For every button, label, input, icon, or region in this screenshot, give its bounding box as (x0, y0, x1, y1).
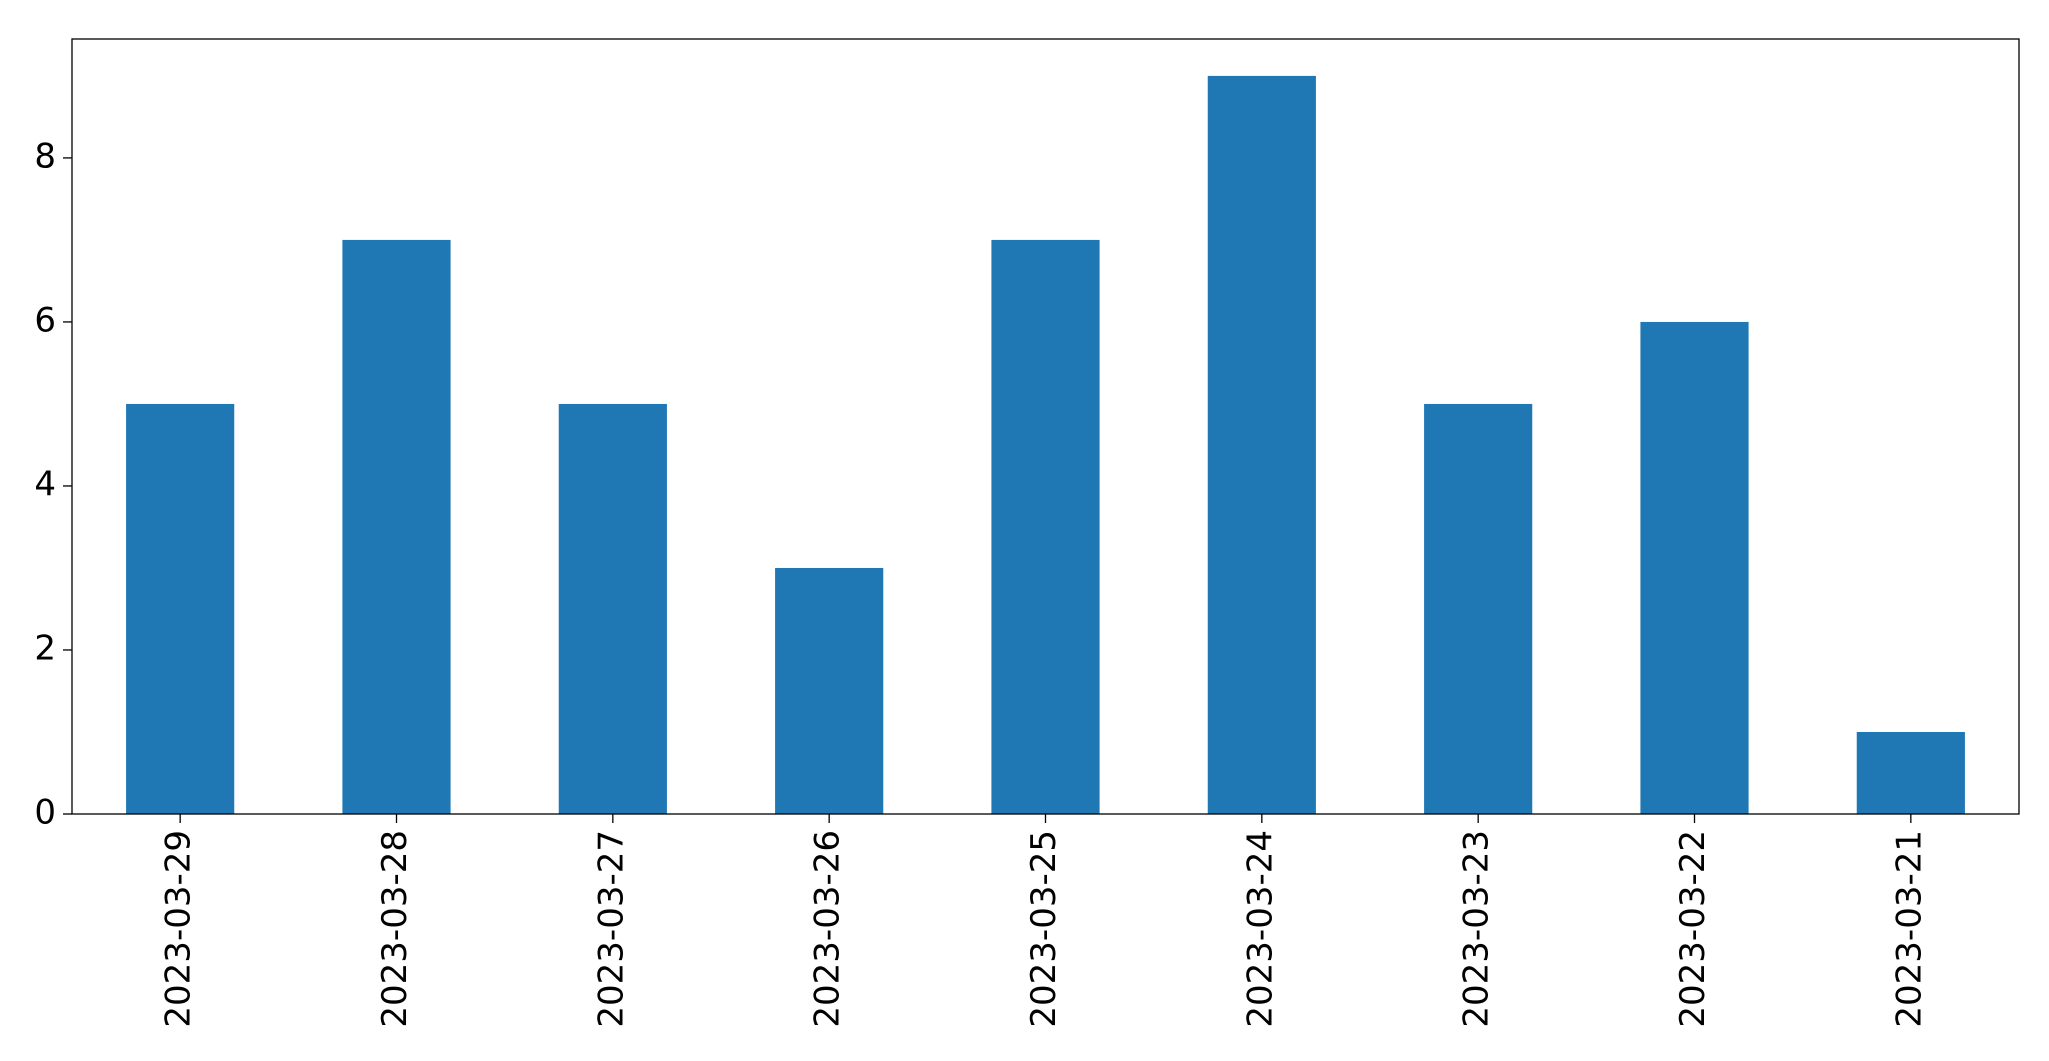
x-tick-label: 2023-03-21 (1889, 830, 1929, 1028)
bar (1640, 321, 1749, 814)
x-tick-label: 2023-03-23 (1457, 830, 1497, 1028)
bar (1856, 731, 1965, 814)
bar (126, 403, 235, 814)
y-tick-label: 2 (34, 628, 56, 668)
plot-frame (71, 38, 2020, 815)
x-tick-label: 2023-03-27 (591, 830, 631, 1028)
bar (775, 567, 884, 814)
x-tick-label: 2023-03-29 (159, 830, 199, 1028)
bar (991, 239, 1100, 815)
y-tick-label: 4 (34, 464, 56, 504)
bar (1424, 403, 1533, 814)
x-tick-label: 2023-03-22 (1673, 830, 1713, 1028)
x-tick-label: 2023-03-25 (1024, 830, 1064, 1028)
x-tick-label: 2023-03-24 (1240, 830, 1280, 1028)
y-tick-label: 6 (34, 300, 56, 340)
x-tick-label: 2023-03-26 (808, 830, 848, 1028)
bar (1207, 75, 1316, 814)
bar (558, 403, 667, 814)
y-tick-label: 0 (34, 793, 56, 833)
bar (342, 239, 451, 815)
y-tick-label: 8 (34, 136, 56, 176)
x-tick-label: 2023-03-28 (375, 830, 415, 1028)
